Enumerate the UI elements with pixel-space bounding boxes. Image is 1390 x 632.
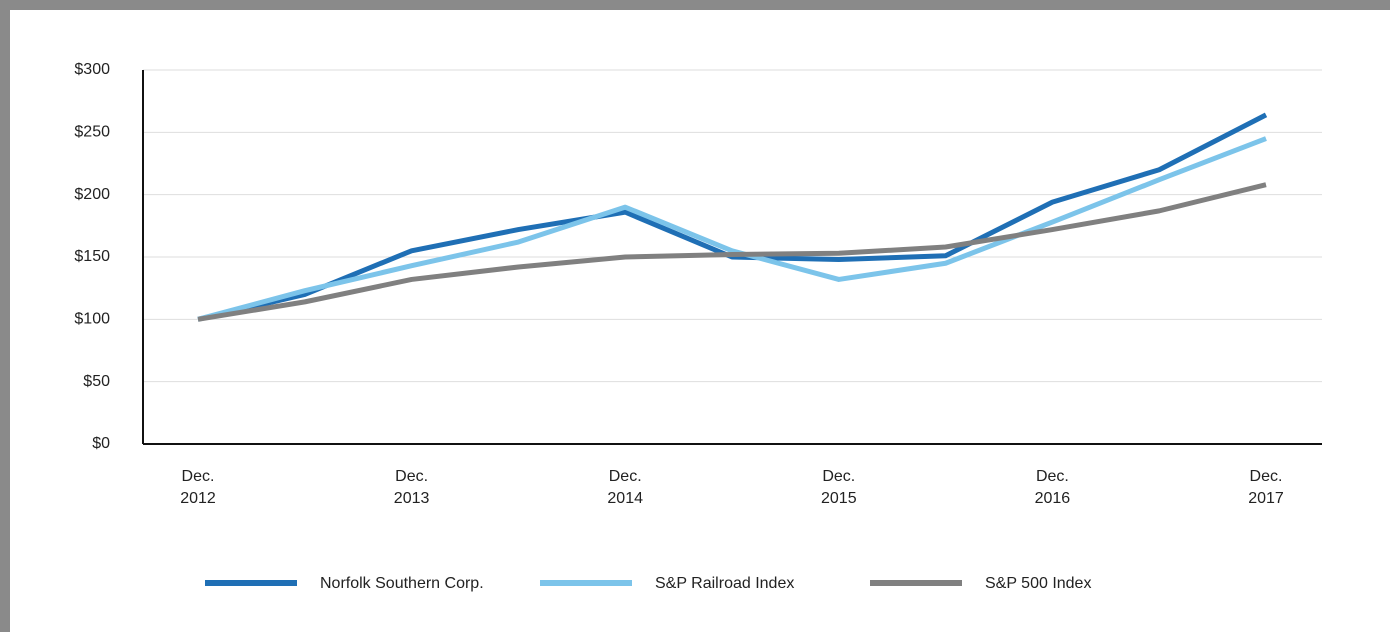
y-tick-label: $100	[74, 311, 110, 328]
x-tick-label: Dec. 2014	[607, 468, 643, 507]
legend-label: S&P Railroad Index	[655, 575, 794, 592]
x-tick-label: Dec. 2017	[1248, 468, 1284, 507]
series-line	[197, 182, 1267, 322]
x-tick-label: Dec. 2015	[821, 468, 857, 507]
y-tick-label: $200	[74, 186, 110, 203]
x-tick-label: Dec. 2016	[1034, 468, 1071, 507]
legend-label: S&P 500 Index	[985, 575, 1091, 592]
y-tick-label: $150	[74, 248, 110, 265]
legend-label: Norfolk Southern Corp.	[320, 575, 484, 592]
series-line	[197, 136, 1267, 322]
y-tick-label: $0	[92, 435, 110, 452]
x-tick-label: Dec. 2013	[393, 468, 430, 507]
x-tick-label: Dec. 2012	[180, 468, 216, 507]
y-tick-label: $250	[74, 124, 110, 141]
y-tick-label: $50	[83, 373, 110, 390]
y-tick-label: $300	[74, 61, 110, 78]
